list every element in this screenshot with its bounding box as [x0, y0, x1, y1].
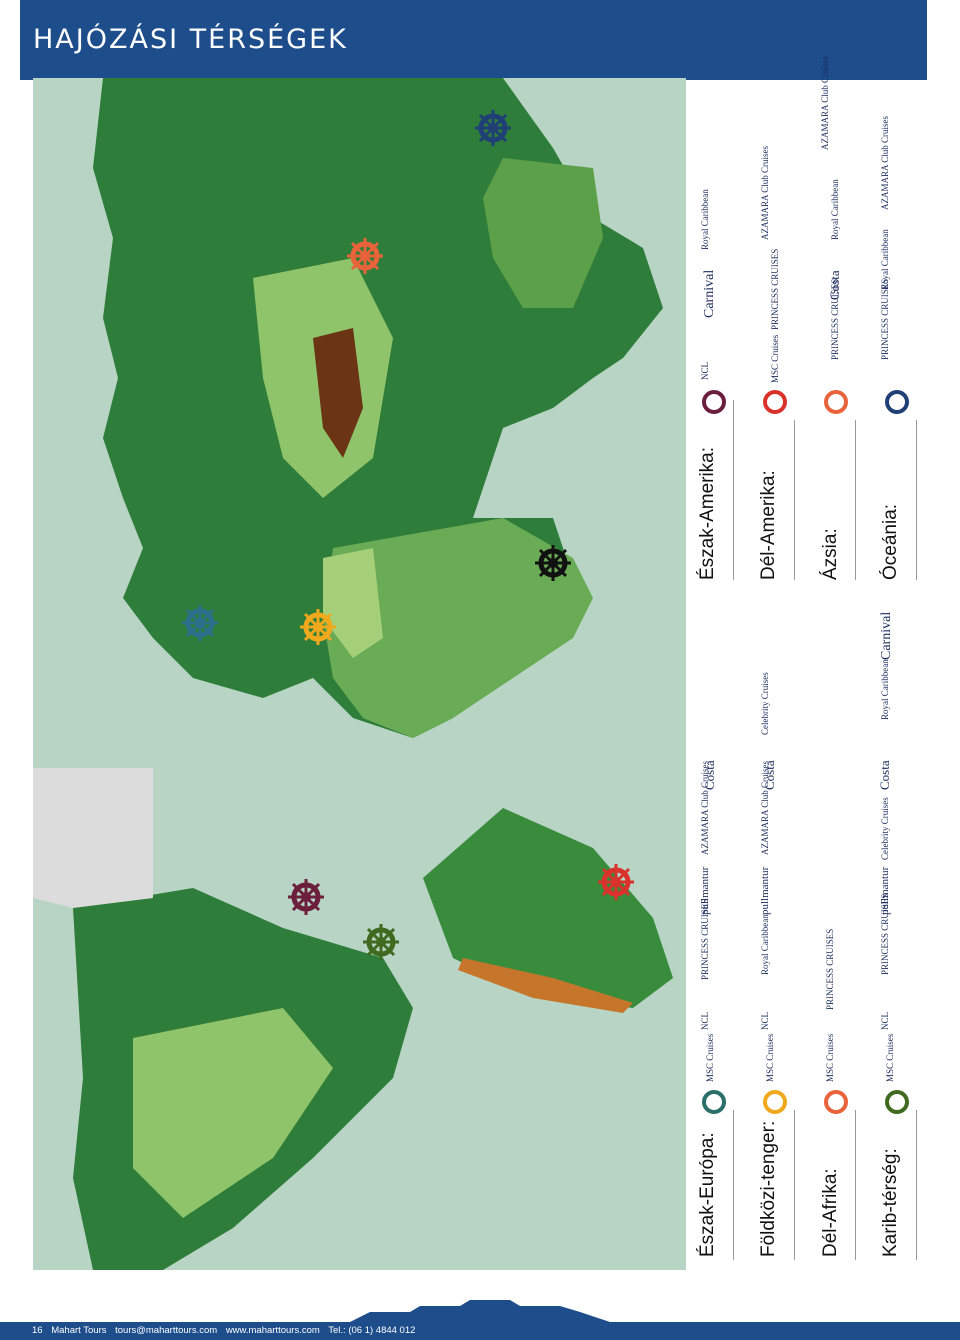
region-label-eszak-amerika: Észak-Amerika: — [697, 446, 718, 580]
africa-landmass — [323, 518, 593, 738]
ships-wheel-icon — [763, 390, 787, 414]
divider — [794, 420, 795, 580]
ships-wheel-icon — [824, 390, 848, 414]
company-name: Mahart Tours — [51, 1325, 107, 1336]
cruise-logo-msc: MSC Cruises — [705, 1033, 715, 1082]
world-map — [33, 78, 686, 1270]
world-map-svg — [33, 78, 673, 1270]
cruise-logo-costa: Costa — [877, 760, 892, 790]
cruise-logo-ncl: NCL — [760, 1012, 770, 1030]
greenland-ice — [33, 768, 153, 908]
cruise-logo-msc: MSC Cruises — [825, 1033, 835, 1082]
footer-text: 16 Mahart Tours tours@maharttours.com ww… — [32, 1325, 421, 1336]
divider — [733, 1110, 734, 1260]
ships-wheel-icon — [182, 605, 218, 641]
ships-wheel-icon — [535, 545, 571, 581]
ships-wheel-icon — [598, 864, 634, 900]
footer-band — [0, 1322, 960, 1340]
phone-number: Tel.: (06 1) 4844 012 — [328, 1325, 416, 1336]
region-label-oceania: Óceánia: — [880, 503, 901, 580]
cruise-logo-princess: PRINCESS CRUISES — [770, 248, 780, 330]
cruise-logo-costa: Costa — [762, 760, 777, 790]
ships-wheel-icon — [300, 609, 336, 645]
cruise-logo-royal-caribbean: Royal Caribbean — [880, 229, 890, 290]
divider — [733, 400, 734, 580]
cruise-logo-celebrity: Celebrity Cruises — [760, 672, 770, 735]
website-link[interactable]: www.maharttours.com — [225, 1325, 320, 1336]
cruise-logo-carnival: Carnival — [879, 611, 894, 660]
region-label-azsia: Ázsia: — [820, 528, 841, 580]
region-label-del-afrika: Dél-Afrika: — [820, 1168, 841, 1257]
divider — [916, 420, 917, 580]
cruise-logo-azamara: AZAMARA Club Cruises — [760, 145, 770, 240]
region-label-eszak-europa: Észak-Európa: — [697, 1132, 718, 1257]
cruise-logo-royal-caribbean: Royal Caribbean — [880, 659, 890, 720]
cruise-logo-ncl: NCL — [880, 1012, 890, 1030]
cruise-logo-azamara: AZAMARA Club Cruises — [820, 55, 830, 150]
cruise-logo-pullmantur: pullmantur — [699, 866, 711, 915]
cruise-logo-msc: MSC Cruises — [885, 1033, 895, 1082]
cruise-logo-ncl: NCL — [700, 362, 710, 380]
andes — [458, 958, 633, 1013]
ships-wheel-icon — [824, 1090, 848, 1114]
cruise-logo-msc: MSC Cruises — [770, 334, 780, 383]
arabia — [323, 548, 383, 658]
region-label-karib-terseg: Karib-térség: — [880, 1148, 901, 1257]
email-link[interactable]: tours@maharttours.com — [115, 1325, 218, 1336]
australia-landmass — [483, 158, 603, 308]
ships-wheel-icon — [363, 924, 399, 960]
divider — [794, 1110, 795, 1260]
ships-wheel-icon — [885, 1090, 909, 1114]
cruise-logo-costa: Costa — [702, 760, 717, 790]
ships-wheel-icon — [288, 879, 324, 915]
cruise-logo-princess: PRINCESS CRUISES — [880, 278, 890, 360]
region-label-foldkozi-tenger: Földközi-tenger: — [758, 1120, 779, 1257]
divider — [855, 420, 856, 580]
cruise-logo-royal-caribbean: Royal Caribbean — [760, 914, 770, 975]
cruise-logo-carnival: Carnival — [702, 269, 717, 318]
ships-wheel-icon — [702, 390, 726, 414]
ships-wheel-icon — [702, 1090, 726, 1114]
cruise-logo-ncl: NCL — [700, 1012, 710, 1030]
cruise-logo-princess: PRINCESS CRUISES — [825, 928, 835, 1010]
ships-wheel-icon — [347, 238, 383, 274]
cruise-logo-costa: Costa — [827, 270, 842, 300]
us-interior — [133, 1008, 333, 1218]
cruise-logo-pullmantur: pullmantur — [879, 866, 891, 915]
cruise-logo-royal-caribbean: Royal Caribbean — [830, 179, 840, 240]
cruise-logo-pullmantur: pullmantur — [759, 866, 771, 915]
ships-wheel-icon — [475, 110, 511, 146]
cruise-logo-msc: MSC Cruises — [765, 1033, 775, 1082]
divider — [855, 1110, 856, 1260]
south-america-landmass — [423, 808, 673, 1008]
ship-silhouette-icon — [350, 1300, 610, 1322]
cruise-logo-celebrity: Celebrity Cruises — [880, 797, 890, 860]
title-bar — [20, 0, 927, 80]
divider — [916, 1110, 917, 1260]
footer: 16 Mahart Tours tours@maharttours.com ww… — [0, 1300, 960, 1340]
cruise-logo-royal-caribbean: Royal Caribbean — [700, 189, 710, 250]
himalaya — [313, 328, 363, 458]
cruise-logo-azamara: AZAMARA Club Cruises — [880, 115, 890, 210]
ships-wheel-icon — [763, 1090, 787, 1114]
page-number: 16 — [32, 1325, 43, 1336]
page-title: HAJÓZÁSI TÉRSÉGEK — [33, 24, 348, 55]
ships-wheel-icon — [885, 390, 909, 414]
region-label-del-amerika: Dél-Amerika: — [758, 470, 779, 580]
